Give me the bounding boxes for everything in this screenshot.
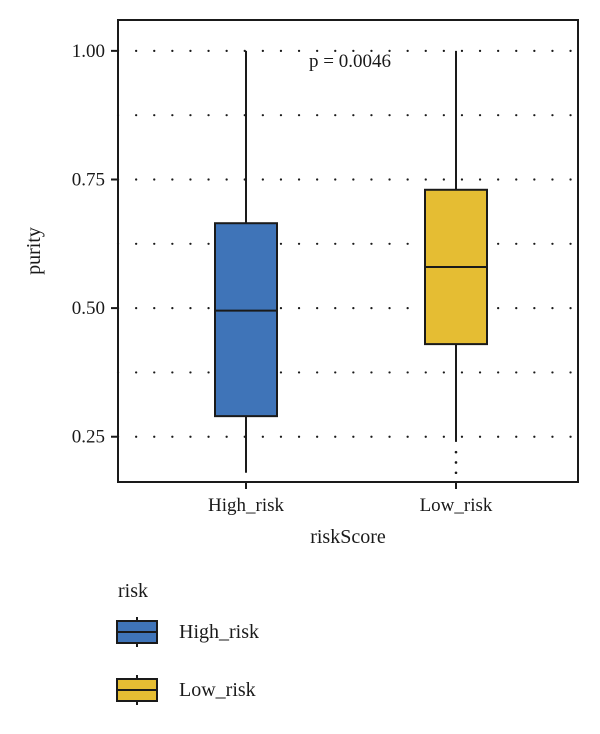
box-body (214, 222, 278, 418)
legend-key-low-risk (116, 675, 158, 705)
y-axis: 0.25 0.50 0.75 1.00 (72, 41, 118, 448)
outlier-point (454, 450, 458, 454)
box-low-risk (424, 50, 488, 475)
y-tick-label: 0.50 (72, 298, 105, 319)
plot-frame (117, 19, 579, 483)
legend-label-high-risk: High_risk (179, 620, 259, 643)
legend-item-high-risk: High_risk (115, 617, 259, 647)
box-plot: 0.25 0.50 0.75 1.00 High_risk Low_risk p = 0… (23, 19, 580, 548)
outlier-point (454, 461, 458, 464)
legend-item-low-risk: Low_risk (115, 675, 259, 705)
x-axis: High_risk Low_risk (208, 482, 493, 516)
y-tick-label: 0.75 (72, 169, 105, 190)
outlier-point (454, 471, 458, 475)
grid-layer (116, 49, 580, 438)
legend-key-high-risk (116, 617, 158, 647)
y-tick-label: 1.00 (72, 41, 105, 62)
box-layer (214, 50, 488, 475)
x-tick-label: High_risk (208, 495, 285, 516)
x-tick-label: Low_risk (420, 495, 493, 516)
legend-title: risk (118, 580, 148, 602)
box-high-risk (214, 50, 278, 473)
legend: risk High_risk Low_risk (115, 580, 259, 733)
p-value-annotation: p = 0.0046 (309, 51, 391, 72)
y-tick-label: 0.25 (72, 427, 105, 448)
y-axis-title: purity (23, 227, 45, 275)
x-axis-title: riskScore (310, 526, 386, 548)
legend-label-low-risk: Low_risk (179, 678, 256, 701)
